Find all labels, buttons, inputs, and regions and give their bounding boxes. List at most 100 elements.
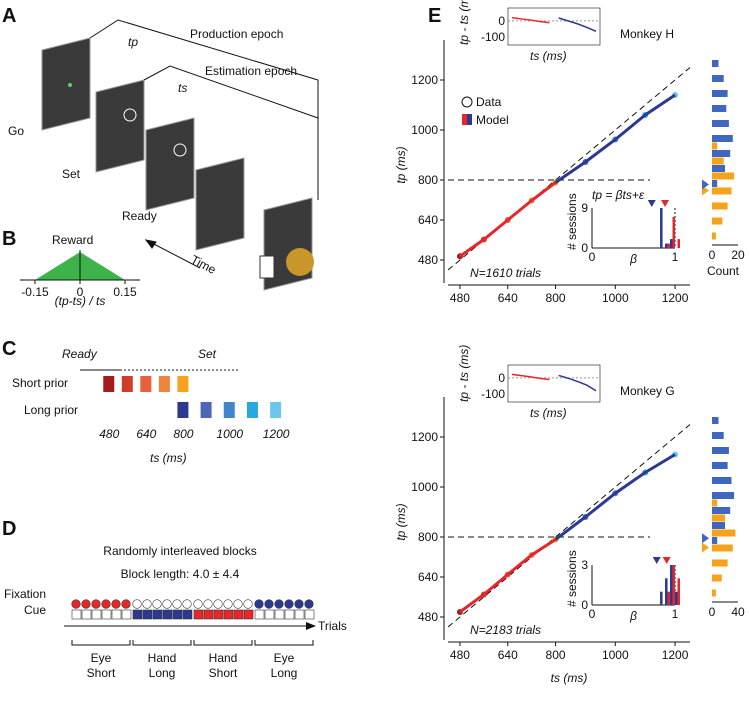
fixation-dot [71, 599, 81, 609]
hist-tick: 0 [709, 605, 716, 619]
tick-label: 640 [136, 427, 156, 441]
fixation-dot [142, 599, 152, 609]
hist-bar [712, 432, 724, 439]
hist-bar [712, 142, 718, 150]
y-label: tp (ms) [394, 503, 408, 540]
tick-label: 1000 [216, 427, 243, 441]
fixation-dot [264, 599, 274, 609]
cue-square [152, 609, 163, 620]
hist-bar [712, 150, 731, 157]
inset-frame [507, 7, 601, 46]
hist-bar [712, 589, 716, 597]
fixation-dot [223, 599, 233, 609]
long-interval [270, 402, 282, 418]
beta-ylabel: # sessions [565, 193, 579, 250]
beta-bar [660, 591, 663, 605]
hist-bar [712, 559, 728, 567]
model-long [554, 93, 676, 184]
beta-ytick: 0 [581, 598, 588, 612]
prior: Short [209, 666, 238, 680]
equation: tp = βts+ε [592, 188, 645, 202]
effector: Hand [148, 651, 177, 665]
beta-label: β [629, 609, 637, 623]
short-interval [121, 376, 133, 392]
epoch: Estimation epoch [205, 64, 297, 78]
fix [68, 83, 72, 87]
go: Go [8, 124, 24, 138]
legend-model [467, 114, 472, 125]
cue-square [264, 609, 275, 620]
legend-data [461, 96, 473, 108]
tick-label: 800 [173, 427, 193, 441]
ready: Ready [62, 347, 98, 361]
x-tick-label: 640 [498, 291, 518, 305]
x-tick-label: 1000 [602, 291, 629, 305]
beta-bar [665, 578, 668, 605]
cue-square [142, 609, 153, 620]
fixation-dot [203, 599, 213, 609]
fixation-dot [121, 599, 131, 609]
resid-short [511, 373, 550, 381]
hist-bar [712, 172, 735, 180]
fixation-dot [91, 599, 101, 609]
beta-bar [672, 216, 676, 248]
hist-bar [712, 499, 718, 507]
short-interval [140, 376, 152, 392]
panel-label: E [428, 5, 441, 27]
x-tick-label: 1200 [662, 291, 689, 305]
short: Short prior [12, 376, 68, 390]
epoch: Production epoch [190, 27, 283, 41]
time: Time [189, 252, 219, 277]
y-tick-label: 480 [418, 610, 438, 624]
y-label: tp (ms) [394, 146, 408, 183]
inset-xlabel: ts (ms) [530, 49, 567, 63]
fixation-dot [182, 599, 192, 609]
prior: Short [87, 666, 116, 680]
beta-bar [665, 243, 668, 248]
panel-label: A [2, 5, 16, 27]
marker [702, 533, 709, 544]
arrow [306, 622, 316, 630]
cue-square [162, 609, 173, 620]
legend: Model [476, 113, 509, 127]
cue-square [182, 609, 193, 620]
inset-ylabel: tp - ts (ms) [457, 0, 471, 45]
inset-tick: 0 [498, 371, 505, 385]
beta-xtick: 1 [672, 250, 679, 264]
fixation-dot [81, 599, 91, 609]
hist-bar [712, 202, 728, 210]
panel-label: D [2, 518, 16, 540]
y-tick-label: 800 [418, 173, 438, 187]
fixation-dot [213, 599, 223, 609]
prior: Long [271, 666, 298, 680]
hist-xlabel: Count [707, 264, 740, 278]
x-tick-label: 480 [450, 291, 470, 305]
long-interval [200, 402, 212, 418]
y-tick-label: 1000 [411, 123, 438, 137]
note: N=1610 trials [470, 266, 541, 280]
b-xlabel: (tp-ts) / ts [55, 294, 106, 308]
y-tick-label: 1200 [411, 73, 438, 87]
prior: Long [149, 666, 176, 680]
short-interval [177, 376, 189, 392]
cue-square [223, 609, 234, 620]
legend: Data [476, 95, 502, 109]
fixation-dot [193, 599, 203, 609]
effector: Eye [91, 651, 112, 665]
ready: Ready [122, 209, 157, 223]
b-title: Reward [52, 233, 93, 247]
inset-tick: -100 [481, 30, 505, 44]
hist-bar [712, 217, 723, 225]
y-tick-label: 640 [418, 213, 438, 227]
hist-bar [712, 105, 727, 112]
fixation-dot [101, 599, 111, 609]
hist-bar [712, 522, 725, 529]
trials: Trials [318, 619, 347, 633]
fixation-dot [233, 599, 243, 609]
beta-bar [672, 565, 676, 605]
cue-square [172, 609, 183, 620]
hist-bar [712, 537, 718, 544]
y-tick-label: 1000 [411, 480, 438, 494]
hist-bar [712, 462, 728, 469]
beta-bar [670, 239, 673, 248]
